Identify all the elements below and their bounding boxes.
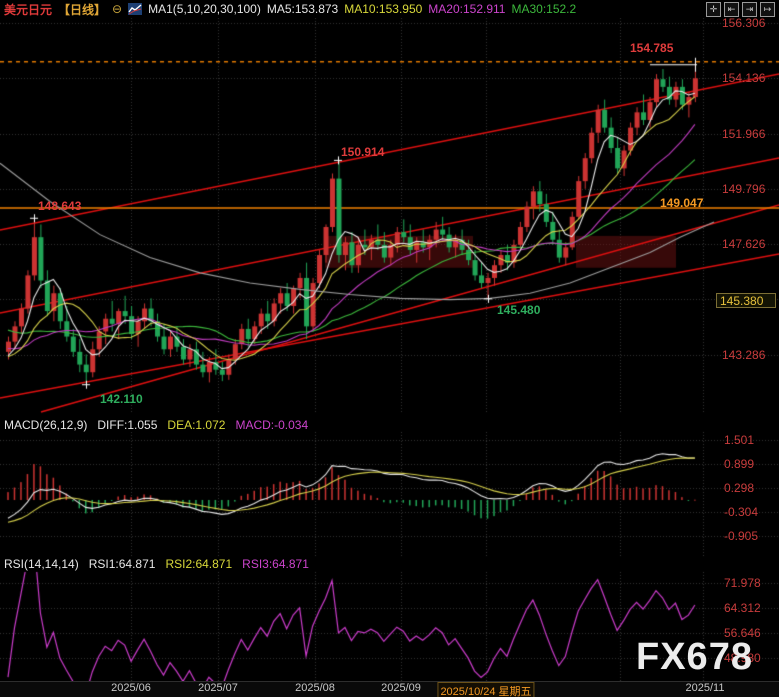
ma-params-label: MA1(5,10,20,30,100) — [148, 2, 261, 16]
price-axis-label: 147.626 — [722, 237, 766, 252]
price-axis-label: 154.136 — [722, 71, 766, 86]
chart-header: 美元日元 【日线】 ⊖ MA1(5,10,20,30,100) MA5:153.… — [0, 0, 779, 18]
price-axis-label: 143.286 — [722, 347, 766, 362]
scroll-right-icon[interactable]: ⇥ — [742, 1, 757, 17]
chart-type-icon[interactable] — [128, 3, 143, 15]
macd-axis-label: -0.905 — [724, 529, 759, 544]
rsi2-value: RSI2:64.871 — [165, 557, 233, 571]
collapse-icon[interactable]: ⊖ — [112, 2, 123, 16]
time-axis-label[interactable]: 2025/06 — [111, 682, 151, 694]
time-axis-label-selected[interactable]: 2025/10/24 星期五 — [437, 682, 535, 697]
price-axis-label: 156.306 — [722, 16, 766, 30]
rsi-axis-label: 64.312 — [724, 600, 761, 615]
time-axis-label[interactable]: 2025/11 — [685, 682, 725, 694]
time-axis-label[interactable]: 2025/07 — [198, 682, 238, 694]
macd-dea-value: DEA:1.072 — [167, 418, 226, 432]
macd-pane-header: MACD(26,12,9) DIFF:1.055 DEA:1.072 MACD:… — [4, 418, 315, 432]
latest-price-badge: 145.380 — [716, 293, 776, 309]
rsi-axis-label: 48.980 — [724, 650, 761, 665]
macd-params-label: MACD(26,12,9) — [4, 418, 88, 432]
ma20-value: MA20:152.911 — [428, 2, 506, 16]
symbol-title: 美元日元 — [4, 2, 53, 17]
rsi-pane-header: RSI(14,14,14) RSI1:64.871 RSI2:64.871 RS… — [4, 557, 315, 571]
rsi3-value: RSI3:64.871 — [242, 557, 309, 571]
rsi1-value: RSI1:64.871 — [88, 557, 156, 571]
macd-axis-label: -0.304 — [724, 505, 759, 520]
rsi-axis-label: 71.978 — [724, 576, 761, 590]
price-marker-label: 142.110 — [100, 392, 143, 406]
period-label[interactable]: 【日线】 — [58, 2, 107, 17]
time-axis-label[interactable]: 2025/08 — [295, 682, 335, 694]
price-marker-label: 148.643 — [38, 199, 82, 213]
macd-diff-value: DIFF:1.055 — [97, 418, 158, 432]
macd-macd-value: MACD:-0.034 — [235, 418, 309, 432]
chart-toolbar: ✛ ⇤ ⇥ ↦ — [703, 1, 775, 17]
ma10-value: MA10:153.950 — [344, 2, 423, 16]
price-marker-label: 150.914 — [341, 145, 385, 159]
pan-icon[interactable]: ✛ — [706, 1, 721, 17]
price-axis-label: 149.796 — [722, 181, 766, 196]
rsi-axis-label: 56.646 — [724, 625, 761, 640]
rsi-params-label: RSI(14,14,14) — [4, 557, 79, 571]
time-axis-bar — [0, 681, 779, 697]
price-marker-label: 145.480 — [497, 303, 541, 317]
jump-to-end-icon[interactable]: ↦ — [760, 1, 775, 17]
macd-axis-label: 1.501 — [724, 433, 755, 448]
time-axis-label[interactable]: 2025/09 — [381, 682, 421, 694]
price-marker-label: 154.785 — [630, 41, 674, 55]
macd-axis-label: 0.899 — [724, 457, 755, 472]
ma5-value: MA5:153.873 — [266, 2, 339, 16]
macd-axis-label: 0.298 — [724, 481, 755, 496]
price-axis-label: 151.966 — [722, 126, 766, 141]
scroll-left-icon[interactable]: ⇤ — [724, 1, 739, 17]
price-marker-label: 149.047 — [660, 196, 704, 210]
ma30-value: MA30:152.2 — [511, 2, 577, 16]
watermark: FX678 — [636, 636, 753, 678]
